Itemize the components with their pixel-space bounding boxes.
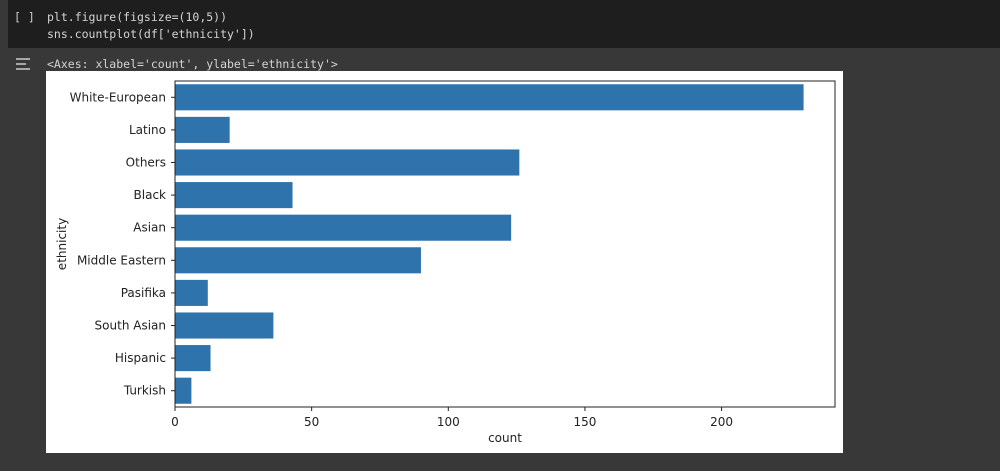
y-tick-label: Others xyxy=(126,156,166,170)
x-axis-label: count xyxy=(488,431,522,445)
bar xyxy=(175,279,208,306)
x-tick-label: 150 xyxy=(573,415,596,429)
y-tick-label: Pasifika xyxy=(121,286,166,300)
output-text: <Axes: xlabel='count', ylabel='ethnicity… xyxy=(47,57,338,71)
y-tick-label: Black xyxy=(134,188,167,202)
y-tick-label: White-European xyxy=(70,90,166,104)
plot: 0 50 100 150 200 White-European Latino Others Bl… xyxy=(70,84,804,429)
bar xyxy=(175,214,512,241)
run-marker[interactable]: [ ] xyxy=(14,10,35,24)
bar xyxy=(175,149,520,176)
x-tick-label: 200 xyxy=(710,415,733,429)
bar xyxy=(175,345,211,372)
axes-frame xyxy=(174,80,836,408)
y-tick-label: Asian xyxy=(133,221,166,235)
bar xyxy=(175,247,421,274)
x-tick-label: 0 xyxy=(171,415,179,429)
y-tick-label: South Asian xyxy=(95,319,166,333)
y-tick-label: Latino xyxy=(129,123,166,137)
code-cell xyxy=(8,0,1000,48)
code-line: plt.figure(figsize=(10,5)) xyxy=(47,10,227,24)
y-axis-label: ethnicity xyxy=(55,218,69,270)
bar xyxy=(175,116,230,143)
output-icon[interactable] xyxy=(16,58,30,70)
y-tick-label: Turkish xyxy=(123,384,166,398)
bar xyxy=(175,182,293,209)
code-line: sns.countplot(df['ethnicity']) xyxy=(47,27,255,41)
x-tick-label: 100 xyxy=(437,415,460,429)
bar xyxy=(175,84,804,111)
bar xyxy=(175,377,192,404)
y-tick-label: Middle Eastern xyxy=(77,253,166,267)
bar xyxy=(175,312,274,339)
x-tick-label: 50 xyxy=(304,415,319,429)
y-tick-label: Hispanic xyxy=(115,351,166,365)
